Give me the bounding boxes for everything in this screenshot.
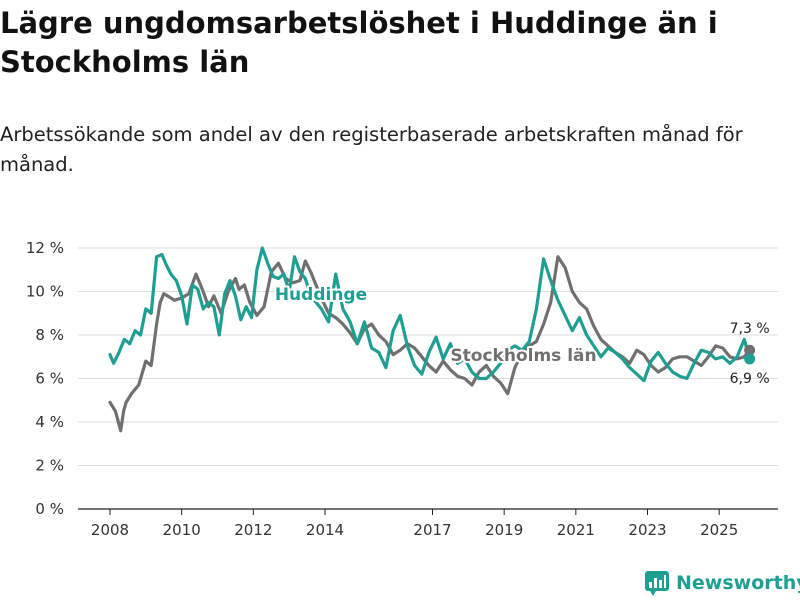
x-tick-label: 2019 <box>485 521 523 539</box>
x-tick-label: 2010 <box>163 521 201 539</box>
x-tick-label: 2023 <box>628 521 666 539</box>
x-axis-ticks: 2008 2010 2012 2014 2017 2019 2021 2023 2025 <box>91 509 738 539</box>
y-tick-label: 2 % <box>35 457 64 475</box>
end-markers: 7,3 % 6,9 % <box>730 321 770 387</box>
bar-chart-logo-icon <box>645 571 669 596</box>
y-tick-label: 6 % <box>35 370 64 388</box>
series-label-halo: Stockholms län <box>450 346 596 366</box>
x-tick-label: 2021 <box>557 521 595 539</box>
end-value-label: 7,3 % <box>730 321 770 337</box>
brand-name: Newsworthy <box>676 572 800 594</box>
chart-title: Lägre ungdomsarbetslöshet i Huddinge än … <box>0 6 718 79</box>
series-label: Stockholms län <box>450 346 596 366</box>
y-tick-label: 4 % <box>35 413 64 431</box>
x-tick-label: 2014 <box>306 521 344 539</box>
y-tick-label: 8 % <box>35 326 64 344</box>
series-end-marker <box>744 344 756 356</box>
y-axis-ticks: 0 % 2 % 4 % 6 % 8 % 10 % 12 % <box>26 239 64 518</box>
series-lines <box>108 246 752 433</box>
x-tick-label: 2012 <box>234 521 272 539</box>
x-tick-label: 2025 <box>700 521 738 539</box>
y-tick-label: 0 % <box>35 500 64 518</box>
end-value-label: 6,9 % <box>730 371 770 387</box>
series-label: Huddinge <box>275 285 367 305</box>
chart-subtitle: Arbetssökande som andel av den registerb… <box>0 123 743 176</box>
series-label-halo: Huddinge <box>275 285 367 305</box>
series-line <box>108 255 752 433</box>
y-tick-label: 10 % <box>26 283 64 301</box>
series-line <box>108 246 752 383</box>
newsworthy-logo: Newsworthy <box>644 569 800 597</box>
x-tick-label: 2017 <box>413 521 451 539</box>
grid-lines <box>78 247 778 510</box>
series-end-marker <box>744 353 756 365</box>
y-tick-label: 12 % <box>26 239 64 257</box>
x-tick-label: 2008 <box>91 521 129 539</box>
